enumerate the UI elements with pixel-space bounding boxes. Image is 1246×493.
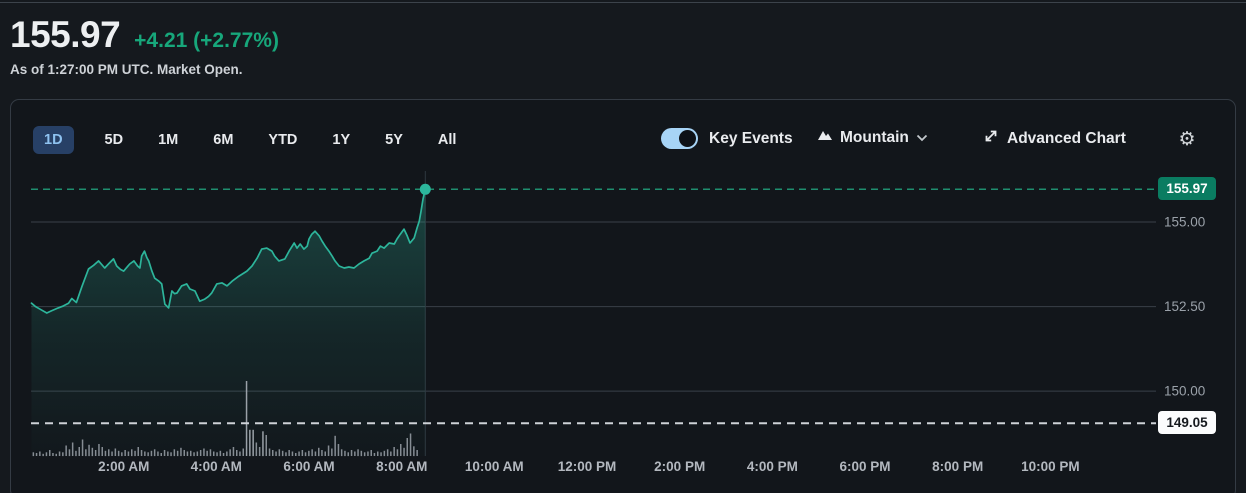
svg-text:6:00 AM: 6:00 AM [283,459,334,474]
axis-labels: 155.00 152.50 150.00 2:00 AM 4:00 AM 6:00 AM 8… [98,215,1205,474]
range-tab-ytd[interactable]: YTD [264,126,301,154]
range-tabs: 1D 5D 1M 6M YTD 1Y 5Y All [33,126,460,154]
svg-text:4:00 AM: 4:00 AM [191,459,242,474]
range-tab-6m[interactable]: 6M [209,126,237,154]
chart-toolbar: 1D 5D 1M 6M YTD 1Y 5Y All Key Events Mou [11,126,1235,156]
svg-text:10:00 PM: 10:00 PM [1021,459,1080,474]
last-price: 155.97 [10,14,121,55]
expand-diagonal-icon [983,128,999,149]
key-events-label: Key Events [709,129,793,147]
range-tab-5y[interactable]: 5Y [381,126,407,154]
svg-text:2:00 PM: 2:00 PM [654,459,705,474]
range-tab-1m[interactable]: 1M [154,126,182,154]
price-chart-canvas[interactable]: 155.00 152.50 150.00 2:00 AM 4:00 AM 6:00 AM 8… [11,100,1237,493]
svg-text:8:00 AM: 8:00 AM [376,459,427,474]
key-events-control: Key Events [661,128,793,149]
range-tab-5d[interactable]: 5D [101,126,128,154]
volume-bars [32,381,418,457]
svg-text:155.00: 155.00 [1164,215,1205,230]
svg-text:8:00 PM: 8:00 PM [932,459,983,474]
advanced-chart-button[interactable]: Advanced Chart [983,128,1126,149]
price-area-fill [31,189,426,457]
range-tab-all[interactable]: All [434,126,461,154]
chart-panel: 1D 5D 1M 6M YTD 1Y 5Y All Key Events Mou [10,99,1236,493]
range-tab-1y[interactable]: 1Y [328,126,354,154]
svg-text:4:00 PM: 4:00 PM [747,459,798,474]
quote-header: 155.97 +4.21 (+2.77%) As of 1:27:00 PM U… [10,14,279,77]
svg-text:12:00 PM: 12:00 PM [558,459,617,474]
svg-text:6:00 PM: 6:00 PM [839,459,890,474]
svg-text:150.00: 150.00 [1164,384,1205,399]
price-change: +4.21 (+2.77%) [134,29,279,52]
svg-text:10:00 AM: 10:00 AM [465,459,524,474]
chart-type-dropdown[interactable]: Mountain [817,128,928,147]
previous-close-badge: 149.05 [1158,411,1216,434]
mountain-icon [817,128,833,147]
top-divider [0,2,1246,3]
price-line [30,183,1156,425]
chevron-down-icon [916,129,928,147]
key-events-toggle[interactable] [661,128,698,149]
toggle-knob [679,130,696,147]
svg-text:2:00 AM: 2:00 AM [98,459,149,474]
current-price-badge: 155.97 [1158,177,1216,200]
gear-icon[interactable]: ⚙ [1173,125,1201,153]
as-of-timestamp: As of 1:27:00 PM UTC. Market Open. [10,62,243,77]
svg-text:152.50: 152.50 [1164,299,1205,314]
range-tab-1d[interactable]: 1D [33,126,74,154]
chart-type-label: Mountain [840,128,909,146]
advanced-chart-label: Advanced Chart [1007,129,1126,147]
